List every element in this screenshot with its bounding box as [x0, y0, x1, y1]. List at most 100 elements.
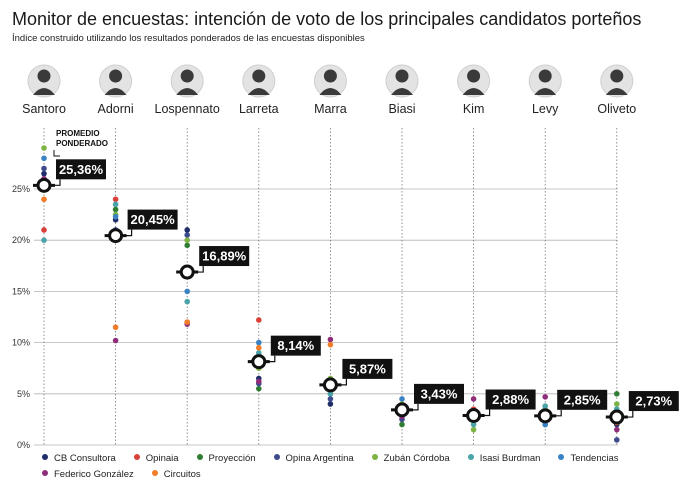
poll-dot [112, 337, 119, 344]
candidate-name: Larreta [239, 102, 279, 116]
y-tick-label: 20% [12, 235, 30, 245]
poll-dot [255, 344, 262, 351]
poll-dot [399, 421, 405, 428]
avatar-head [467, 69, 481, 83]
poll-dot [184, 227, 190, 233]
poll-dot [542, 403, 548, 409]
chart-canvas: 0% 5% 10% 15% 20% 25% Santoro Adorni Lospennato L… [12, 64, 679, 450]
poll-dot [41, 145, 47, 151]
label-leader [336, 378, 347, 386]
avatar-body [247, 88, 270, 95]
legend-label: Federico González [54, 469, 134, 480]
legend-item: Isasi Burdman [467, 453, 541, 464]
chart-subtitle: Índice construido utilizando los resulta… [12, 33, 365, 44]
average-marker [394, 402, 410, 418]
annotation-line-2: PONDERADO [56, 139, 108, 148]
average-label: 25,36% [59, 162, 104, 177]
label-leader [408, 403, 419, 411]
legend-label: Proyección [208, 453, 256, 464]
poll-dot [112, 201, 119, 208]
candidate-name: Biasi [388, 102, 415, 116]
label-leader [622, 411, 634, 418]
avatar-head [37, 69, 51, 83]
average-label-box [557, 389, 608, 410]
average-label-box [56, 159, 106, 180]
label-leader [479, 409, 491, 417]
avatar-head [395, 69, 409, 83]
average-label: 8,14% [277, 338, 314, 353]
poll-dot [542, 394, 548, 400]
poll-dot [184, 319, 190, 325]
avatar-head [610, 69, 624, 83]
average-label-box [127, 209, 178, 230]
avatar-head [109, 69, 123, 83]
annotation-line-1: PROMEDIO [56, 129, 100, 138]
legend-label: Isasi Burdman [479, 453, 541, 464]
candidate-name: Kim [463, 102, 485, 116]
avatar-head [180, 69, 194, 83]
average-marker [179, 264, 195, 280]
poll-dot [112, 206, 119, 213]
y-tick-label: 15% [12, 286, 30, 296]
average-marker [322, 377, 338, 393]
candidate-name: Santoro [22, 102, 66, 116]
legend-item: Zubán Córdoba [371, 453, 450, 464]
average-marker [251, 354, 267, 370]
legend-swatch [467, 454, 474, 460]
legend-swatch [42, 470, 48, 476]
candidate-name: Oliveto [597, 102, 636, 116]
average-label: 5,87% [349, 361, 386, 376]
average-label-box [628, 391, 679, 412]
poll-dot [470, 426, 477, 433]
average-label: 2,73% [635, 394, 672, 409]
legend-swatch [196, 454, 203, 460]
legend-swatch [42, 454, 48, 460]
average-label: 20,45% [131, 212, 176, 227]
average-label-box [270, 335, 321, 356]
average-label-box [485, 389, 536, 410]
average-label-box [342, 358, 393, 379]
average-marker [36, 177, 52, 193]
label-leader [193, 266, 204, 273]
avatar-body [33, 88, 55, 95]
avatar-head [323, 69, 337, 83]
average-marker [537, 408, 553, 424]
candidate-name: Lospennato [155, 102, 220, 116]
avatar-body [391, 88, 413, 95]
legend-item: CB Consultora [42, 453, 116, 464]
legend-label: Opina Argentina [285, 453, 354, 464]
chart-legend: CB Consultora Opinaia Proyección Opina Arge… [42, 453, 682, 485]
y-tick-label: 0% [17, 440, 30, 450]
average-marker [108, 228, 124, 244]
avatar-body [104, 88, 127, 95]
poll-dot [327, 336, 334, 343]
poll-dot [470, 421, 477, 428]
poll-dot [614, 391, 620, 397]
poll-dot [255, 339, 262, 346]
legend-item: Opinaia [133, 453, 179, 464]
legend-swatch [273, 454, 280, 460]
average-marker [466, 408, 482, 424]
label-leader [50, 179, 61, 186]
legend-label: CB Consultora [54, 453, 116, 464]
poll-dot [41, 165, 47, 172]
legend-item: Circuitos [151, 469, 201, 480]
avatar-body [605, 88, 628, 95]
legend-label: Circuitos [163, 469, 201, 480]
annotation-pointer [53, 150, 60, 157]
poll-dot [184, 242, 190, 249]
legend-label: Zubán Córdoba [383, 453, 450, 464]
legend-label: Opinaia [145, 453, 179, 464]
poll-dot [399, 396, 405, 402]
average-label: 2,88% [492, 392, 529, 407]
average-label: 3,43% [421, 386, 458, 401]
candidate-name: Levy [532, 102, 559, 116]
avatar-head [252, 69, 266, 83]
poll-dot [327, 401, 334, 407]
legend-item: Tendencias [558, 453, 619, 464]
poll-dot [614, 426, 620, 433]
poll-dot [327, 341, 334, 348]
label-leader [121, 229, 133, 237]
poll-dot [327, 396, 334, 402]
legend-item: Opina Argentina [273, 453, 354, 464]
